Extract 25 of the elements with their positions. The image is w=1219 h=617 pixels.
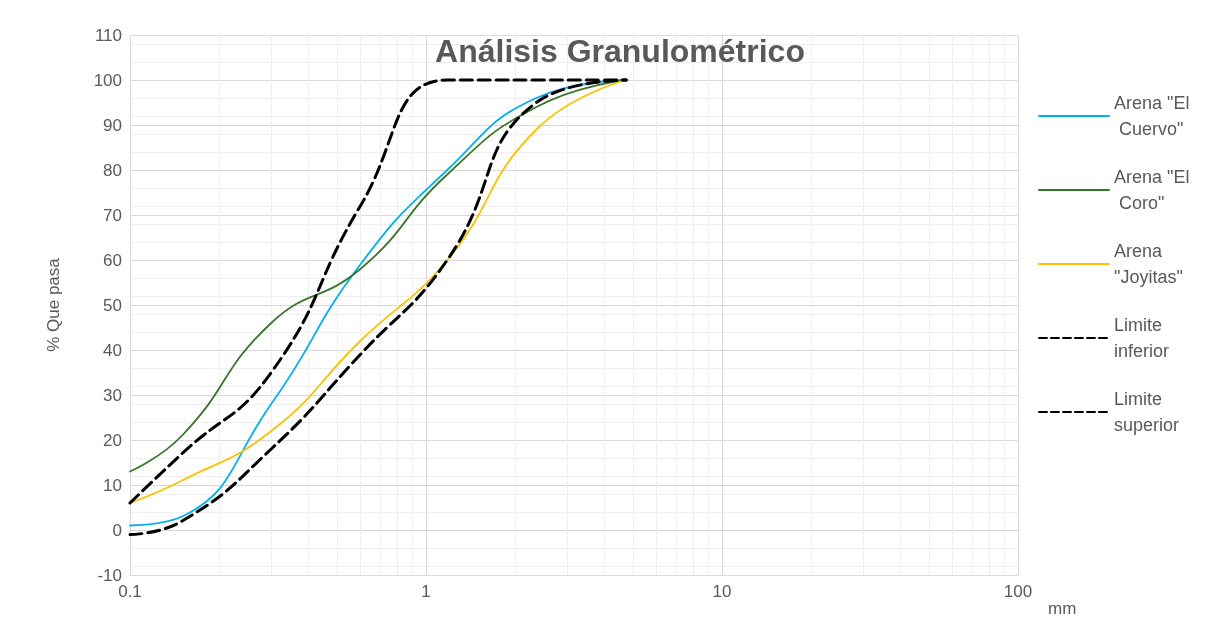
y-tick-label: 60 [103, 250, 122, 270]
x-tick-label: 0.1 [118, 582, 142, 601]
legend-label: Arena "El Cuervo" [1114, 93, 1190, 139]
y-tick-label: 100 [93, 70, 122, 90]
legend-label: Arena "Joyitas" [1114, 241, 1183, 287]
y-tick-label: 30 [103, 385, 122, 405]
y-tick-label: 70 [103, 205, 122, 225]
y-tick-label: 0 [112, 520, 122, 540]
chart-title: Análisis Granulométrico [435, 33, 805, 69]
y-tick-label: 90 [103, 115, 122, 135]
x-tick-label: 10 [712, 582, 732, 601]
y-tick-label: -10 [97, 565, 122, 585]
y-tick-label: 20 [103, 430, 122, 450]
legend-label: Limite inferior [1114, 315, 1170, 361]
legend-label: Arena "El Coro" [1114, 167, 1190, 213]
x-tick-label: 100 [1003, 582, 1033, 601]
legend-label: Limite superior [1114, 389, 1180, 435]
y-tick-label: 40 [103, 340, 122, 360]
y-tick-label: 10 [103, 475, 122, 495]
x-tick-label: 1 [421, 582, 431, 601]
x-axis-title: mm [1048, 599, 1077, 617]
y-axis-title: % Que pasa [44, 257, 63, 352]
y-tick-label: 50 [103, 295, 122, 315]
y-tick-label: 110 [94, 25, 122, 45]
y-tick-label: 80 [103, 160, 122, 180]
